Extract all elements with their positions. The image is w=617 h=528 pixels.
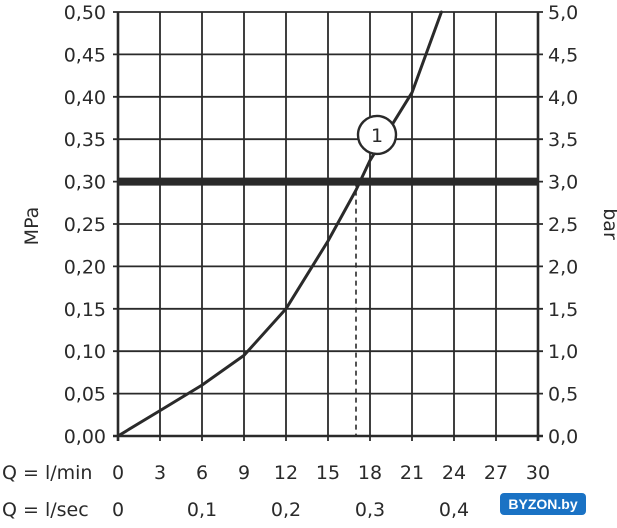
x-tick-label-lmin: 15	[316, 462, 340, 484]
y-tick-label-left: 0,05	[64, 384, 106, 406]
x-tick-label-lmin: 30	[526, 462, 550, 484]
y-tick-label-right: 4,0	[548, 87, 578, 109]
x-tick-label-lmin: 12	[274, 462, 298, 484]
y-tick-label-left: 0,25	[64, 214, 106, 236]
x-tick-label-lmin: 24	[442, 462, 466, 484]
y-tick-label-left: 0,20	[64, 256, 106, 278]
x-axis-label-lsec: Q = l/sec	[2, 499, 89, 521]
x-tick-label-lmin: 21	[400, 462, 424, 484]
y-tick-label-right: 4,5	[548, 44, 578, 66]
watermark-badge: BYZON.by	[473, 484, 613, 524]
y-tick-label-left: 0,15	[64, 299, 106, 321]
x-tick-label-lmin: 0	[112, 462, 124, 484]
y-axis-label-left: MPa	[21, 207, 43, 246]
x-tick-label-lsec: 0,3	[355, 499, 385, 521]
y-tick-label-right: 2,5	[548, 214, 578, 236]
watermark-text: BYZON.by	[500, 493, 586, 515]
y-tick-label-right: 1,5	[548, 299, 578, 321]
x-tick-label-lsec: 0,2	[271, 499, 301, 521]
x-tick-label-lsec: 0,1	[187, 499, 217, 521]
y-tick-label-left: 0,35	[64, 129, 106, 151]
y-tick-label-right: 3,0	[548, 172, 578, 194]
annotation-label: 1	[371, 125, 383, 147]
x-tick-label-lsec: 0	[112, 499, 124, 521]
grid	[113, 11, 543, 441]
x-tick-label-lmin: 27	[484, 462, 508, 484]
y-tick-label-left: 0,40	[64, 87, 106, 109]
y-tick-label-left: 0,30	[64, 172, 106, 194]
y-tick-label-right: 0,0	[548, 426, 578, 448]
y-tick-label-left: 0,50	[64, 2, 106, 24]
y-tick-label-left: 0,10	[64, 341, 106, 363]
y-tick-label-right: 5,0	[548, 2, 578, 24]
y-tick-label-right: 1,0	[548, 341, 578, 363]
y-tick-label-left: 0,00	[64, 426, 106, 448]
x-tick-label-lmin: 18	[358, 462, 382, 484]
y-tick-label-left: 0,45	[64, 44, 106, 66]
annotation-circle	[356, 114, 398, 156]
x-tick-label-lsec: 0,4	[439, 499, 469, 521]
curve-layer: 1	[116, 10, 443, 438]
y-tick-label-right: 2,0	[548, 256, 578, 278]
x-tick-label-lmin: 3	[154, 462, 166, 484]
x-tick-label-lmin: 6	[196, 462, 208, 484]
tick-labels: 0,000,050,100,150,200,250,300,350,400,45…	[64, 2, 579, 521]
x-axis-label-lmin: Q = l/min	[2, 462, 92, 484]
x-tick-label-lmin: 9	[238, 462, 250, 484]
y-axis-label-right: bar	[599, 208, 617, 240]
y-tick-label-right: 3,5	[548, 129, 578, 151]
y-tick-label-right: 0,5	[548, 384, 578, 406]
